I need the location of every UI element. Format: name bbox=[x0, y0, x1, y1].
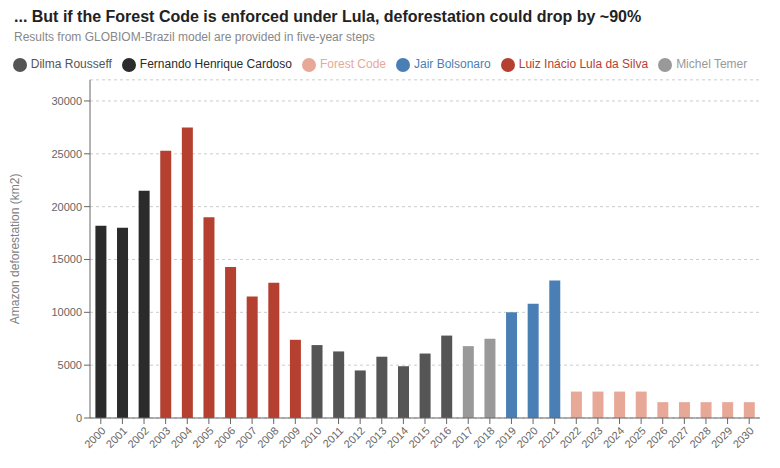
svg-text:2000: 2000 bbox=[82, 424, 108, 450]
svg-text:2004: 2004 bbox=[168, 424, 194, 450]
svg-text:5000: 5000 bbox=[58, 359, 82, 371]
svg-text:2014: 2014 bbox=[385, 424, 411, 450]
html-text:... But if the Forest Code is: ... But if the Forest Code is enforced u… bbox=[14, 8, 642, 25]
svg-text:0: 0 bbox=[76, 412, 82, 424]
svg-text:2020: 2020 bbox=[514, 424, 540, 450]
svg-text:15000: 15000 bbox=[51, 253, 82, 265]
svg-text:2016: 2016 bbox=[428, 424, 454, 450]
svg-text:2010: 2010 bbox=[298, 424, 324, 450]
svg-text:2023: 2023 bbox=[579, 424, 605, 450]
svg-text:Amazon deforestation (km2): Amazon deforestation (km2) bbox=[8, 174, 22, 325]
svg-text:2012: 2012 bbox=[341, 424, 367, 450]
svg-text:10000: 10000 bbox=[51, 306, 82, 318]
svg-text:2028: 2028 bbox=[687, 424, 713, 450]
svg-text:2018: 2018 bbox=[471, 424, 497, 450]
svg-text:2030: 2030 bbox=[730, 424, 756, 450]
svg-text:2008: 2008 bbox=[255, 424, 281, 450]
svg-text:25000: 25000 bbox=[51, 148, 82, 160]
svg-text:2011: 2011 bbox=[320, 424, 345, 449]
svg-text:20000: 20000 bbox=[51, 201, 82, 213]
svg-text:2021: 2021 bbox=[536, 424, 562, 450]
svg-text:2005: 2005 bbox=[190, 424, 216, 450]
svg-text:2015: 2015 bbox=[406, 424, 432, 450]
svg-text:2017: 2017 bbox=[449, 424, 475, 450]
html-text:Luiz Inácio Lula da Silva: Luiz Inácio Lula da Silva bbox=[518, 57, 649, 71]
svg-text:2001: 2001 bbox=[104, 424, 130, 450]
svg-text:2003: 2003 bbox=[147, 424, 173, 450]
svg-text:2026: 2026 bbox=[644, 424, 670, 450]
svg-text:2025: 2025 bbox=[622, 424, 648, 450]
html-text:Jair Bolsonaro: Jair Bolsonaro bbox=[414, 57, 491, 71]
svg-text:2029: 2029 bbox=[709, 424, 735, 450]
svg-text:2013: 2013 bbox=[363, 424, 389, 450]
svg-text:2027: 2027 bbox=[665, 424, 691, 450]
html-text:Dilma Rousseff: Dilma Rousseff bbox=[30, 57, 112, 71]
svg-text:2019: 2019 bbox=[493, 424, 519, 450]
svg-text:2007: 2007 bbox=[233, 424, 259, 450]
svg-text:2002: 2002 bbox=[125, 424, 151, 450]
svg-text:2024: 2024 bbox=[601, 424, 627, 450]
svg-text:2006: 2006 bbox=[212, 424, 238, 450]
svg-text:2009: 2009 bbox=[276, 424, 302, 450]
svg-text:30000: 30000 bbox=[51, 95, 82, 107]
html-text:Fernando Henrique Cardoso: Fernando Henrique Cardoso bbox=[139, 57, 292, 71]
html-text:Forest Code: Forest Code bbox=[320, 57, 386, 71]
html-text:Michel Temer: Michel Temer bbox=[676, 57, 748, 71]
svg-text:2022: 2022 bbox=[557, 424, 583, 450]
html-text:Results from GLOBIOM-Brazil mo: Results from GLOBIOM-Brazil model are pr… bbox=[14, 30, 375, 44]
